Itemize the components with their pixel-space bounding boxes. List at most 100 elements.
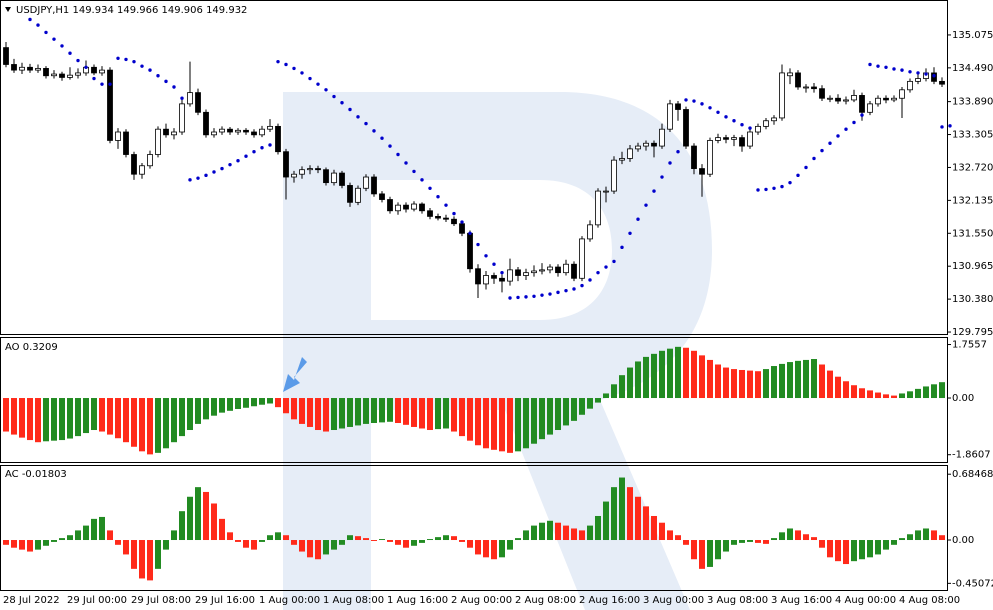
histogram-bar: [403, 540, 409, 548]
candle-body: [43, 68, 49, 77]
histogram-bar: [459, 540, 465, 542]
x-tick-label: 2 Aug 08:00: [515, 595, 576, 606]
histogram-bar: [387, 540, 393, 542]
histogram-bar: [91, 518, 97, 541]
histogram-bar: [331, 540, 337, 550]
candle-body: [835, 97, 841, 102]
sar-dot: [844, 127, 848, 131]
histogram-bar: [219, 398, 225, 413]
histogram-bar: [131, 540, 137, 569]
histogram-bar: [11, 540, 17, 548]
histogram-bar: [475, 540, 481, 555]
sar-dot: [828, 141, 832, 145]
histogram-bar: [795, 530, 801, 541]
sar-dot: [476, 242, 480, 247]
y-tick-label: 130.380: [952, 294, 993, 305]
histogram-bar: [155, 398, 161, 453]
histogram-bar: [483, 398, 489, 449]
histogram-bar: [763, 540, 769, 544]
candle-body: [547, 266, 553, 271]
sar-dot: [148, 68, 152, 72]
candle-body: [939, 80, 945, 85]
sar-dot: [460, 220, 464, 224]
sar-dot: [452, 211, 456, 216]
histogram-bar: [683, 540, 689, 545]
candle-body: [363, 176, 369, 189]
histogram-bar: [683, 347, 689, 399]
sar-dot: [580, 283, 584, 288]
histogram-bar: [627, 487, 633, 541]
candle-body: [555, 266, 561, 274]
sar-dot: [764, 187, 768, 192]
candle-body: [51, 73, 57, 77]
x-tick-label: 29 Jul 00:00: [67, 595, 127, 606]
histogram-bar: [123, 398, 129, 443]
histogram-bar: [43, 540, 49, 546]
y-tick-label: 0.00: [952, 393, 974, 404]
candle-body: [899, 89, 905, 99]
sar-dot: [716, 110, 720, 115]
candle-body: [331, 172, 337, 184]
histogram-bar: [539, 398, 545, 440]
histogram-bar: [619, 375, 625, 399]
histogram-bar: [563, 525, 569, 541]
histogram-bar: [107, 398, 113, 435]
candle-body: [619, 158, 625, 161]
sar-dot: [44, 30, 48, 35]
sar-dot: [84, 65, 88, 69]
histogram-bar: [3, 398, 9, 432]
histogram-bar: [131, 398, 137, 447]
sar-dot: [900, 68, 904, 72]
sar-dot: [324, 88, 328, 92]
histogram-bar: [715, 540, 721, 560]
histogram-bar: [547, 520, 553, 541]
sar-dot: [556, 290, 560, 295]
histogram-bar: [643, 506, 649, 541]
histogram-bar: [283, 398, 289, 414]
histogram-bar: [339, 540, 345, 545]
sar-dot: [140, 64, 144, 68]
sar-dot: [228, 162, 232, 167]
histogram-bar: [267, 535, 273, 541]
candle-body: [323, 169, 329, 184]
candle-body: [891, 97, 897, 101]
candle-body: [27, 66, 33, 71]
sar-dot: [660, 175, 664, 179]
histogram-bar: [851, 540, 857, 562]
histogram-bar: [643, 356, 649, 399]
histogram-bar: [563, 398, 569, 426]
candle-body: [587, 224, 593, 240]
histogram-bar: [235, 398, 241, 409]
sar-dot: [564, 288, 568, 293]
candle-body: [915, 78, 921, 82]
histogram-bar: [907, 391, 913, 399]
histogram-bar: [779, 363, 785, 399]
histogram-bar: [195, 398, 201, 424]
sar-dot: [524, 295, 528, 299]
histogram-bar: [395, 398, 401, 424]
histogram-bar: [787, 528, 793, 541]
histogram-bar: [211, 398, 217, 416]
histogram-bar: [339, 398, 345, 429]
sar-dot: [92, 76, 96, 81]
candle-body: [859, 95, 865, 113]
sar-dot: [692, 99, 696, 103]
candle-body: [171, 131, 177, 136]
histogram-bar: [931, 384, 937, 399]
histogram-bar: [91, 398, 97, 431]
sar-dot: [732, 119, 736, 123]
histogram-bar: [907, 534, 913, 541]
panel-frames: [0, 0, 948, 591]
candle-body: [179, 103, 185, 133]
sar-dot: [188, 178, 192, 182]
histogram-bar: [259, 398, 265, 405]
sar-dot: [820, 148, 824, 153]
candle-body: [467, 232, 473, 270]
x-tick-label: 3 Aug 08:00: [707, 595, 768, 606]
sar-dot: [492, 262, 496, 266]
candle-body: [771, 117, 777, 122]
sar-dot: [652, 189, 656, 193]
sar-dot: [380, 136, 384, 140]
histogram-bar: [99, 516, 105, 541]
histogram-bar: [555, 398, 561, 431]
